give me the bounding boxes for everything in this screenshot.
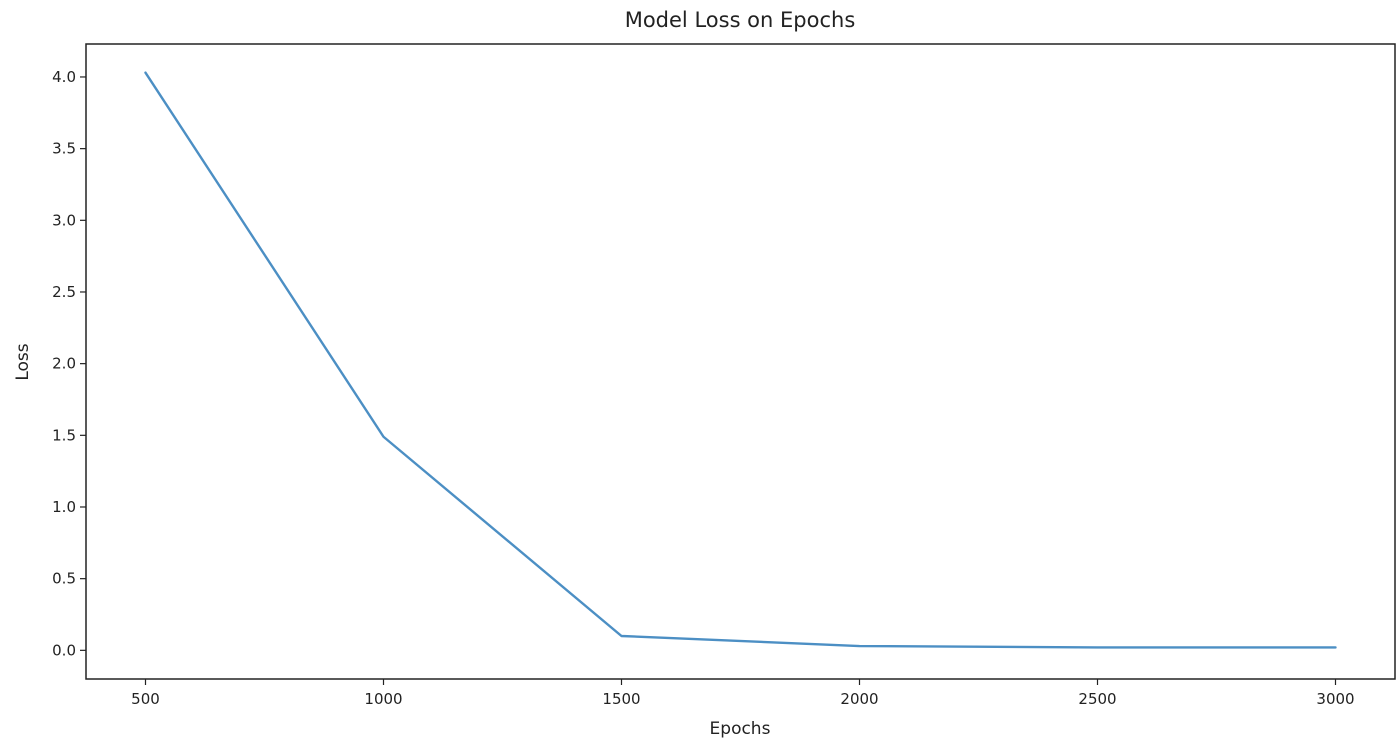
y-tick-label: 3.5 (52, 140, 76, 158)
chart-title: Model Loss on Epochs (625, 8, 856, 32)
x-tick-label: 2500 (1078, 690, 1116, 708)
plot-series (144, 71, 1337, 649)
plot-frame (85, 43, 1396, 680)
loss-series-line (144, 71, 1337, 649)
x-tick-label: 3000 (1316, 690, 1354, 708)
y-axis-ticks: 0.0 0.5 1.0 1.5 2.0 2.5 3.0 3.5 4.0 (52, 68, 86, 659)
y-tick-label: 0.0 (52, 641, 76, 659)
y-tick-label: 2.5 (52, 283, 76, 301)
x-tick-label: 1000 (364, 690, 402, 708)
x-axis-ticks: 500 1000 1500 2000 2500 3000 (131, 679, 1355, 708)
y-tick-label: 2.0 (52, 355, 76, 373)
y-tick-label: 3.0 (52, 211, 76, 229)
x-tick-label: 2000 (840, 690, 878, 708)
y-axis-label: Loss (13, 343, 33, 380)
y-tick-label: 0.5 (52, 570, 76, 588)
x-tick-label: 500 (131, 690, 160, 708)
x-tick-label: 1500 (602, 690, 640, 708)
y-tick-label: 4.0 (52, 68, 76, 86)
y-tick-label: 1.5 (52, 426, 76, 444)
y-tick-label: 1.0 (52, 498, 76, 516)
x-axis-label: Epochs (710, 719, 771, 739)
